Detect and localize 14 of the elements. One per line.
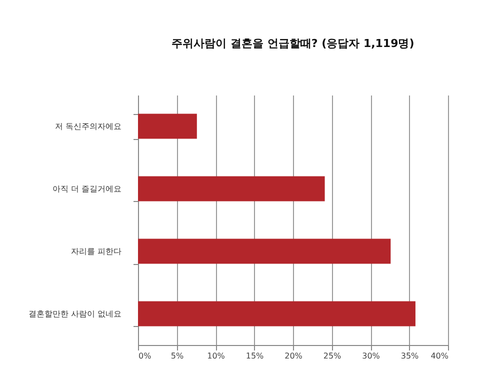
x-tick-label: 0%	[138, 352, 152, 360]
x-tick-label: 40%	[430, 352, 449, 360]
y-tick-label: 결혼할만한 사람이 없네요	[28, 309, 122, 318]
x-tick-label: 25%	[323, 352, 342, 360]
x-tick-label: 15%	[246, 352, 264, 360]
x-tick-label: 5%	[170, 352, 184, 360]
x-tick-label: 35%	[400, 352, 420, 360]
x-tick-label: 30%	[362, 352, 380, 360]
y-tick-label: 저 독신주의자에요	[54, 122, 122, 131]
y-tick-label: 자리를 피한다	[70, 246, 122, 256]
chart-title: 주위사람이 결혼을 언급할때? (응답자 1,119명)	[172, 37, 414, 50]
x-tick-label: 20%	[284, 352, 303, 360]
x-tick-label: 10%	[207, 352, 226, 360]
y-tick-label: 아직 더 즐길거에요	[52, 184, 122, 194]
